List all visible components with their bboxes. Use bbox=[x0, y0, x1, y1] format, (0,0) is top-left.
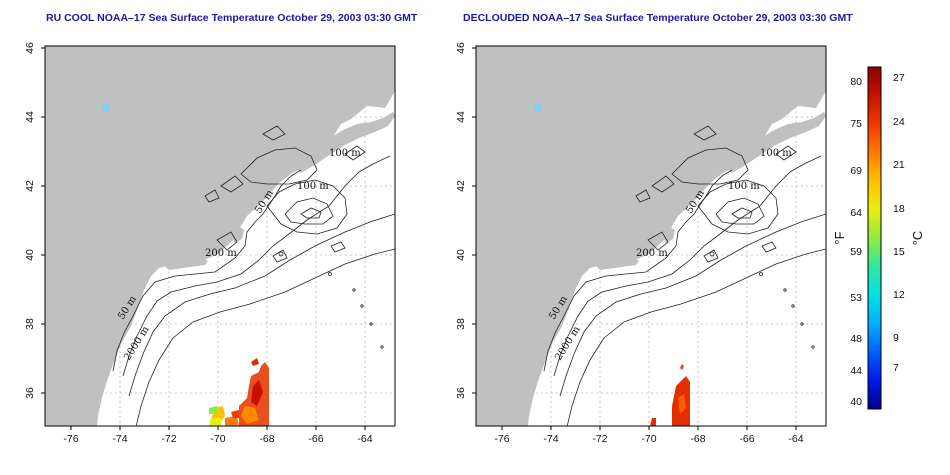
longitude-tick-label: -68 bbox=[259, 433, 274, 445]
longitude-tick-label: -74 bbox=[112, 433, 127, 445]
longitude-tick-label: -68 bbox=[690, 433, 705, 445]
latitude-tick-label: 42 bbox=[455, 180, 467, 192]
longitude-tick-label: -66 bbox=[739, 433, 754, 445]
latitude-tick-label: 44 bbox=[24, 111, 36, 123]
map-frame bbox=[44, 45, 396, 427]
fahrenheit-tick-label: 75 bbox=[850, 118, 862, 130]
isobath-label: 100 m bbox=[297, 181, 329, 192]
fahrenheit-tick-label: 59 bbox=[850, 246, 862, 258]
longitude-tick-label: -64 bbox=[357, 433, 372, 445]
fahrenheit-tick-label: 48 bbox=[850, 333, 862, 345]
celsius-tick-label: 18 bbox=[893, 203, 905, 215]
celsius-tick-label: 12 bbox=[893, 289, 905, 301]
longitude-tick-label: -72 bbox=[161, 433, 176, 445]
celsius-tick-label: 15 bbox=[893, 246, 905, 258]
celsius-tick-label: 9 bbox=[893, 332, 899, 344]
isobath-label: 200 m bbox=[636, 248, 668, 259]
longitude-tick-label: -74 bbox=[543, 433, 558, 445]
longitude-tick-label: -64 bbox=[788, 433, 803, 445]
fahrenheit-tick-label: 80 bbox=[850, 76, 862, 88]
latitude-tick-label: 40 bbox=[24, 249, 36, 261]
longitude-tick-label: -76 bbox=[494, 433, 509, 445]
fahrenheit-tick-label: 44 bbox=[850, 365, 862, 377]
longitude-tick-label: -70 bbox=[641, 433, 656, 445]
isobath-label: 100 m bbox=[760, 148, 792, 159]
longitude-tick-label: -70 bbox=[210, 433, 225, 445]
latitude-tick-label: 36 bbox=[24, 387, 36, 399]
celsius-unit-label: °C bbox=[910, 231, 925, 246]
sst-data-patch bbox=[209, 358, 269, 426]
left-map-title: RU COOL NOAA–17 Sea Surface Temperature … bbox=[46, 12, 418, 24]
fahrenheit-tick-label: 40 bbox=[850, 396, 862, 408]
celsius-tick-label: 7 bbox=[893, 362, 899, 374]
fahrenheit-unit-label: °F bbox=[832, 231, 847, 244]
longitude-tick-label: -76 bbox=[63, 433, 78, 445]
isobath-label: 200 m bbox=[205, 248, 237, 259]
isobath-label: 100 m bbox=[728, 181, 760, 192]
map-frame bbox=[475, 45, 827, 427]
celsius-tick-label: 21 bbox=[893, 159, 905, 171]
latitude-tick-label: 42 bbox=[24, 180, 36, 192]
longitude-tick-label: -72 bbox=[592, 433, 607, 445]
right-map-title: DECLOUDED NOAA–17 Sea Surface Temperatur… bbox=[463, 12, 853, 24]
latitude-tick-label: 46 bbox=[24, 42, 36, 54]
fahrenheit-tick-label: 64 bbox=[850, 207, 862, 219]
longitude-tick-label: -66 bbox=[308, 433, 323, 445]
sst-data-patch bbox=[650, 364, 690, 426]
latitude-tick-label: 46 bbox=[455, 42, 467, 54]
latitude-tick-label: 38 bbox=[24, 318, 36, 330]
celsius-tick-label: 24 bbox=[893, 116, 905, 128]
latitude-tick-label: 44 bbox=[455, 111, 467, 123]
fahrenheit-tick-label: 69 bbox=[850, 165, 862, 177]
latitude-tick-label: 36 bbox=[455, 387, 467, 399]
fahrenheit-tick-label: 53 bbox=[850, 292, 862, 304]
temperature-colorbar: 80 75 69 64 59 53 48 44 40 27 24 21 18 15 12 9 7 °F °C bbox=[832, 66, 925, 410]
latitude-tick-label: 40 bbox=[455, 249, 467, 261]
isobath-label: 100 m bbox=[329, 148, 361, 159]
celsius-tick-label: 27 bbox=[893, 72, 905, 84]
latitude-tick-label: 38 bbox=[455, 318, 467, 330]
colorbar-gradient bbox=[867, 66, 882, 410]
